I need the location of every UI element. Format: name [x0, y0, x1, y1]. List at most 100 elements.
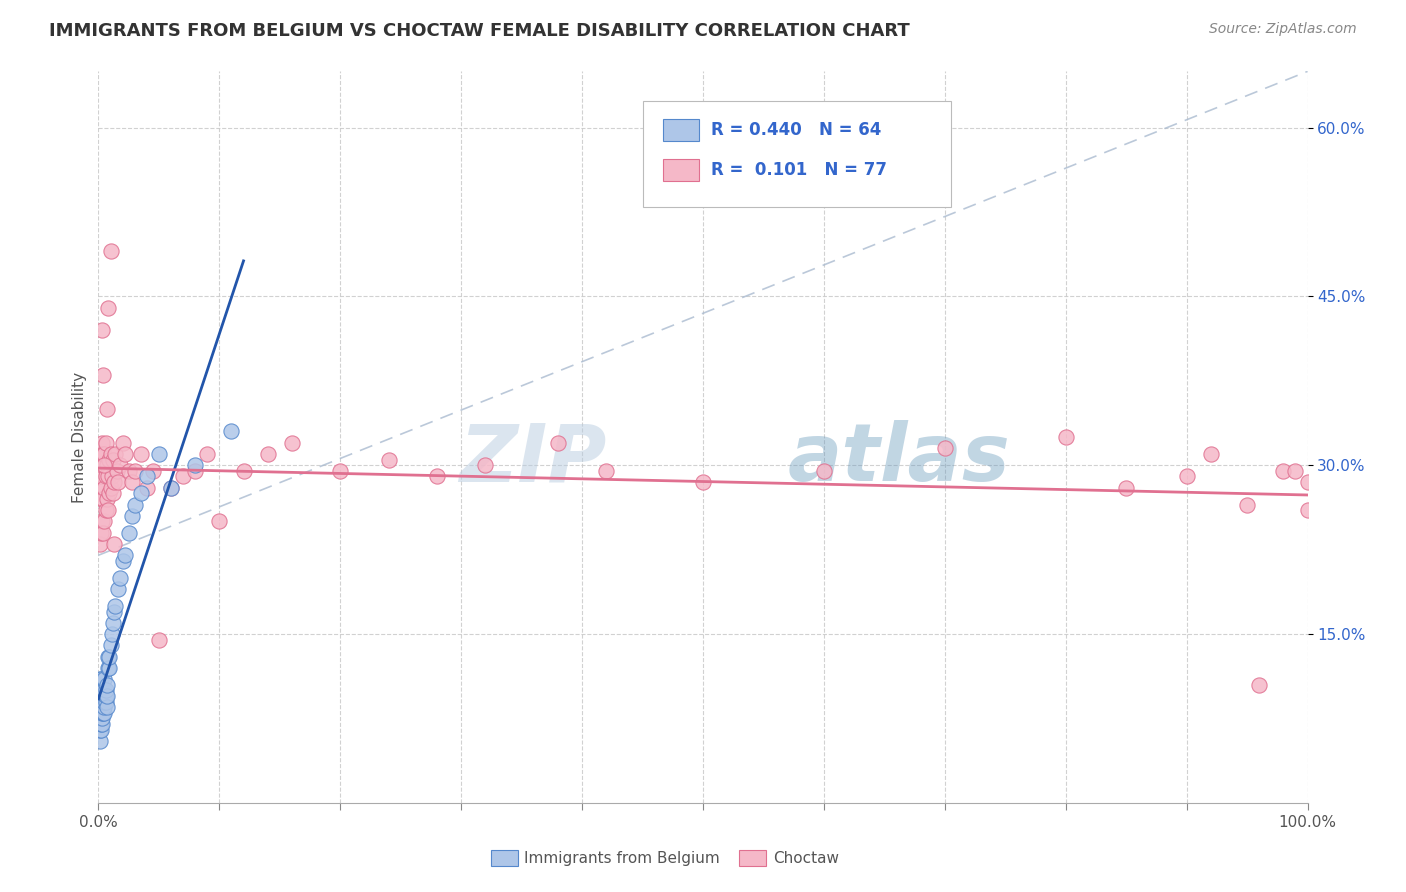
Point	[160, 481, 183, 495]
Point	[90, 672, 112, 686]
Point	[93, 683, 115, 698]
Point	[90, 525, 112, 540]
Point	[98, 661, 121, 675]
Point	[329, 464, 352, 478]
Point	[256, 447, 278, 461]
Point	[94, 469, 117, 483]
Point	[129, 486, 152, 500]
Point	[91, 700, 114, 714]
Point	[90, 723, 112, 737]
Point	[91, 706, 114, 720]
Point	[94, 435, 117, 450]
Point	[101, 615, 124, 630]
Bar	[664, 159, 699, 181]
Point	[91, 491, 114, 506]
Point	[90, 706, 112, 720]
Point	[91, 689, 114, 703]
Point	[96, 491, 118, 506]
Point	[89, 672, 111, 686]
Point	[1296, 503, 1319, 517]
Point	[103, 605, 125, 619]
Point	[91, 435, 114, 450]
Point	[91, 515, 114, 529]
Point	[90, 700, 112, 714]
Point	[934, 442, 956, 456]
Point	[105, 464, 128, 478]
Point	[142, 464, 165, 478]
Point	[195, 447, 218, 461]
Point	[111, 554, 134, 568]
Point	[94, 689, 117, 703]
Point	[89, 683, 111, 698]
Point	[100, 469, 122, 483]
Point	[100, 627, 122, 641]
Text: R =  0.101   N = 77: R = 0.101 N = 77	[711, 161, 887, 179]
Point	[97, 469, 120, 483]
Point	[96, 689, 118, 703]
Point	[89, 723, 111, 737]
Point	[148, 447, 170, 461]
Point	[114, 447, 136, 461]
Point	[107, 475, 129, 489]
Point	[1054, 430, 1077, 444]
Point	[108, 458, 131, 473]
Point	[93, 706, 115, 720]
Point	[474, 458, 496, 473]
Point	[124, 464, 146, 478]
Point	[813, 464, 835, 478]
Point	[91, 491, 114, 506]
Point	[89, 678, 111, 692]
Point	[129, 447, 152, 461]
Point	[91, 323, 114, 337]
Point	[121, 508, 143, 523]
Point	[1284, 464, 1306, 478]
Point	[1236, 498, 1258, 512]
Text: ZIP: ZIP	[458, 420, 606, 498]
Point	[547, 435, 569, 450]
Point	[101, 486, 124, 500]
Point	[89, 689, 111, 703]
Point	[91, 694, 114, 708]
Text: Choctaw: Choctaw	[773, 851, 839, 866]
Point	[97, 661, 120, 675]
Point	[93, 515, 115, 529]
Point	[118, 525, 141, 540]
Point	[114, 548, 136, 562]
Point	[100, 481, 122, 495]
Point	[90, 683, 112, 698]
Point	[96, 700, 118, 714]
Point	[1199, 447, 1222, 461]
Point	[89, 700, 111, 714]
Point	[93, 458, 115, 473]
Point	[90, 717, 112, 731]
Point	[91, 711, 114, 725]
Point	[90, 711, 112, 725]
Text: atlas: atlas	[787, 420, 1011, 498]
Point	[1175, 469, 1198, 483]
Point	[91, 458, 114, 473]
Point	[121, 475, 143, 489]
Text: Immigrants from Belgium: Immigrants from Belgium	[524, 851, 720, 866]
Point	[96, 401, 118, 416]
Point	[90, 447, 112, 461]
Point	[172, 469, 194, 483]
Point	[89, 537, 111, 551]
Point	[118, 464, 141, 478]
Point	[96, 678, 118, 692]
Point	[100, 638, 122, 652]
Point	[90, 694, 112, 708]
Point	[1296, 475, 1319, 489]
Point	[135, 481, 157, 495]
Point	[100, 244, 122, 259]
Point	[93, 700, 115, 714]
Point	[426, 469, 449, 483]
Point	[111, 435, 134, 450]
Bar	[664, 119, 699, 141]
Point	[97, 301, 120, 315]
Point	[97, 503, 120, 517]
Point	[104, 599, 127, 613]
Point	[98, 486, 121, 500]
Point	[1115, 481, 1137, 495]
Point	[98, 649, 121, 664]
Point	[89, 711, 111, 725]
